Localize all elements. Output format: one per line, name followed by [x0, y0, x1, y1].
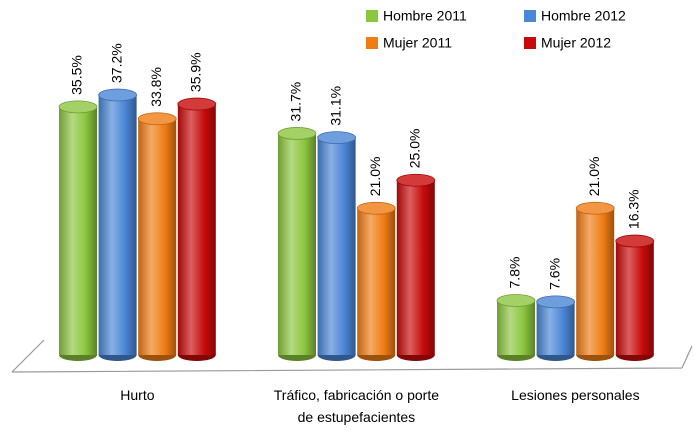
data-label: 31.7%: [288, 82, 304, 122]
bar: [615, 241, 654, 355]
bar-top: [496, 294, 536, 307]
legend-label: Hombre 2012: [541, 8, 626, 24]
legend-swatch: [366, 37, 378, 49]
bar-top: [58, 100, 98, 114]
data-label: 21.0%: [586, 157, 602, 197]
legend-swatch: [524, 37, 536, 49]
bar: [396, 180, 435, 355]
data-label: 7.8%: [507, 257, 523, 289]
bar: [497, 300, 535, 355]
legend-swatch: [524, 10, 536, 22]
bar: [59, 106, 97, 356]
bar: [177, 104, 216, 355]
data-label: 33.8%: [148, 67, 164, 107]
bar-top: [98, 88, 137, 102]
bar: [138, 118, 177, 355]
bar-top: [396, 173, 436, 187]
x-tick-label: Hurto: [120, 387, 155, 403]
x-tick-label: Tráfico, fabricación o porte de estupefa…: [273, 387, 439, 425]
bar-top: [137, 112, 177, 126]
data-label: 35.9%: [188, 52, 204, 92]
bar: [357, 208, 396, 355]
bar-top: [615, 234, 655, 248]
legend-label: Mujer 2012: [541, 35, 611, 51]
bar: [576, 208, 615, 355]
data-label: 21.0%: [367, 157, 383, 197]
bar-top: [536, 295, 575, 309]
data-label: 25.0%: [407, 129, 423, 169]
legend-swatch: [366, 10, 378, 22]
bar: [536, 301, 575, 355]
bar-top: [177, 97, 217, 111]
bar-top: [575, 201, 615, 215]
bar-top: [356, 201, 396, 215]
data-label: 35.5%: [69, 55, 85, 95]
data-label: 16.3%: [626, 189, 642, 229]
data-label: 31.1%: [327, 86, 343, 126]
bar-top: [277, 127, 317, 140]
data-label: 37.2%: [108, 43, 124, 83]
data-label: 7.6%: [546, 258, 562, 290]
legend-label: Hombre 2011: [383, 8, 467, 24]
floor: [11, 339, 693, 373]
bar: [98, 95, 137, 355]
legend-label: Mujer 2011: [383, 35, 452, 51]
bar: [317, 137, 356, 355]
bar-top: [317, 131, 357, 145]
x-tick-label: Lesiones personales: [511, 387, 640, 403]
bar: [278, 133, 316, 355]
